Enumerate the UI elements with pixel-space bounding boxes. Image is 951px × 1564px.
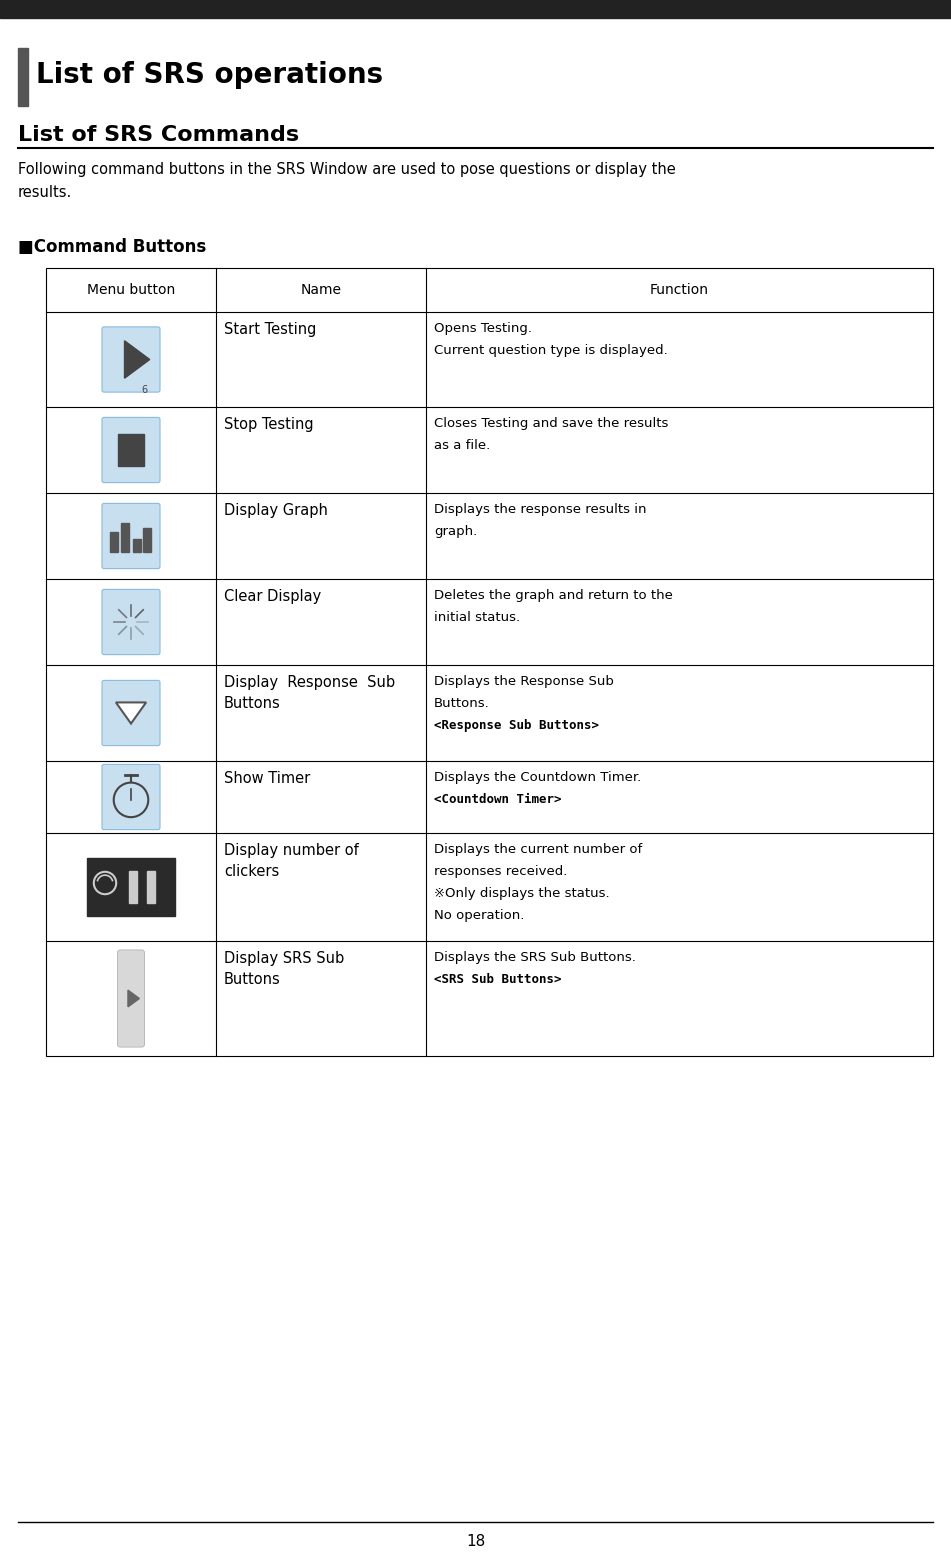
Text: Start Testing: Start Testing (224, 322, 317, 336)
Text: Display Graph: Display Graph (224, 504, 328, 518)
Text: 18: 18 (466, 1534, 485, 1550)
Bar (87, 859, 175, 917)
Text: Display number of
clickers: Display number of clickers (224, 843, 359, 879)
Bar (18, 48, 28, 106)
Text: Displays the Countdown Timer.: Displays the Countdown Timer. (434, 771, 641, 784)
Text: <Response Sub Buttons>: <Response Sub Buttons> (434, 719, 599, 732)
Bar (129, 871, 137, 902)
Text: initial status.: initial status. (434, 612, 520, 624)
Text: <SRS Sub Buttons>: <SRS Sub Buttons> (434, 973, 561, 985)
Text: Opens Testing.: Opens Testing. (434, 322, 532, 335)
Text: Displays the SRS Sub Buttons.: Displays the SRS Sub Buttons. (434, 951, 636, 963)
Bar (0, 0, 951, 19)
Bar (147, 871, 155, 902)
Text: Deletes the graph and return to the: Deletes the graph and return to the (434, 590, 673, 602)
FancyBboxPatch shape (102, 504, 160, 569)
Bar (143, 527, 151, 552)
Bar (122, 522, 129, 552)
FancyBboxPatch shape (102, 765, 160, 829)
Text: Current question type is displayed.: Current question type is displayed. (434, 344, 668, 357)
Text: Displays the Response Sub: Displays the Response Sub (434, 676, 614, 688)
FancyBboxPatch shape (102, 590, 160, 655)
Text: Displays the current number of: Displays the current number of (434, 843, 642, 856)
Text: graph.: graph. (434, 526, 477, 538)
Text: responses received.: responses received. (434, 865, 568, 877)
Text: Name: Name (301, 283, 341, 297)
Bar (118, 433, 144, 466)
Text: Show Timer: Show Timer (224, 771, 310, 787)
Text: ※Only displays the status.: ※Only displays the status. (434, 887, 610, 899)
Text: Function: Function (650, 283, 709, 297)
Text: Display  Response  Sub
Buttons: Display Response Sub Buttons (224, 676, 395, 712)
Text: Menu button: Menu button (87, 283, 175, 297)
Text: 6: 6 (142, 385, 147, 396)
Text: List of SRS Commands: List of SRS Commands (18, 125, 300, 145)
Text: <Countdown Timer>: <Countdown Timer> (434, 793, 561, 805)
FancyBboxPatch shape (102, 418, 160, 483)
Polygon shape (125, 341, 149, 378)
FancyBboxPatch shape (102, 327, 160, 393)
Text: Closes Testing and save the results: Closes Testing and save the results (434, 418, 669, 430)
Text: Buttons.: Buttons. (434, 698, 490, 710)
Text: ■Command Buttons: ■Command Buttons (18, 238, 206, 256)
Polygon shape (116, 702, 146, 724)
Text: as a file.: as a file. (434, 439, 491, 452)
Text: Displays the response results in: Displays the response results in (434, 504, 647, 516)
Text: No operation.: No operation. (434, 909, 524, 923)
Bar (46, 267, 933, 1056)
Polygon shape (128, 990, 140, 1007)
FancyBboxPatch shape (117, 949, 145, 1048)
Text: Display SRS Sub
Buttons: Display SRS Sub Buttons (224, 951, 344, 987)
Text: Stop Testing: Stop Testing (224, 418, 314, 432)
Bar (133, 538, 141, 552)
FancyBboxPatch shape (102, 680, 160, 746)
Bar (109, 532, 118, 552)
Text: Clear Display: Clear Display (224, 590, 321, 604)
Text: List of SRS operations: List of SRS operations (36, 61, 383, 89)
Text: Following command buttons in the SRS Window are used to pose questions or displa: Following command buttons in the SRS Win… (18, 163, 676, 200)
